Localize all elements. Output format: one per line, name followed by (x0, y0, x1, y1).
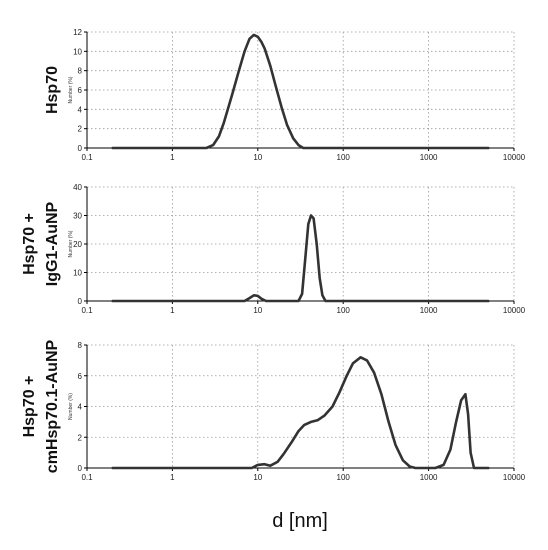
y-tick-label: 4 (78, 403, 83, 412)
y-axis-label: Number (%) (68, 393, 74, 420)
y-tick-label: 2 (78, 433, 83, 442)
distribution-curve (111, 33, 490, 150)
x-tick-label: 1 (170, 153, 175, 162)
y-tick-label: 10 (73, 269, 82, 278)
x-tick-label: 1 (170, 306, 175, 315)
x-tick-label: 1000 (420, 153, 438, 162)
y-tick-label: 6 (78, 372, 83, 381)
x-tick-label: 0.1 (81, 306, 93, 315)
y-tick-label: 6 (78, 86, 83, 95)
y-tick-label: 0 (78, 297, 83, 306)
panel-title: cmHsp70.1-AuNP (44, 339, 61, 473)
x-tick-label: 10 (253, 306, 262, 315)
x-tick-label: 100 (337, 473, 351, 482)
y-tick-label: 0 (78, 144, 83, 153)
y-tick-label: 40 (73, 183, 82, 192)
x-tick-label: 100 (337, 153, 351, 162)
x-tick-label: 10000 (503, 306, 526, 315)
y-tick-label: 2 (78, 125, 83, 134)
panel-3: 0 2 4 6 8 0.1 1 10 100 1000 10000 Number (%) Hsp70 +… (21, 339, 526, 482)
panel-1: 0 2 4 6 8 10 12 0.1 1 10 100 1000 10000 Number (%) Hsp… (44, 28, 526, 162)
x-tick-label: 100 (337, 306, 351, 315)
x-tick-label: 10 (253, 473, 262, 482)
y-axis-label: Number (%) (68, 230, 74, 257)
distribution-curve (111, 214, 490, 303)
x-axis-label: d [nm] (272, 510, 328, 532)
y-tick-label: 4 (78, 105, 83, 114)
x-tick-label: 0.1 (81, 153, 93, 162)
x-tick-label: 1000 (420, 306, 438, 315)
y-tick-label: 8 (78, 67, 83, 76)
x-tick-label: 0.1 (81, 473, 93, 482)
x-tick-label: 1 (170, 473, 175, 482)
x-tick-label: 10000 (503, 473, 526, 482)
panel-title: Hsp70 (44, 66, 61, 114)
x-tick-label: 1000 (420, 473, 438, 482)
panel-2: 0 10 20 30 40 0.1 1 10 100 1000 10000 Number (%) Hsp… (21, 183, 526, 315)
y-tick-label: 8 (78, 341, 83, 350)
y-tick-label: 0 (78, 464, 83, 473)
y-tick-label: 30 (73, 212, 82, 221)
panel-title: Hsp70 + (21, 376, 38, 438)
y-axis-label: Number (%) (68, 76, 74, 103)
y-tick-label: 10 (73, 47, 82, 56)
y-tick-label: 12 (73, 28, 82, 37)
x-tick-label: 10000 (503, 153, 526, 162)
x-tick-label: 10 (253, 153, 262, 162)
distribution-curve (111, 356, 490, 470)
panel-title: Hsp70 + (21, 213, 38, 275)
y-tick-label: 20 (73, 240, 82, 249)
panel-title: IgG1-AuNP (44, 201, 61, 286)
